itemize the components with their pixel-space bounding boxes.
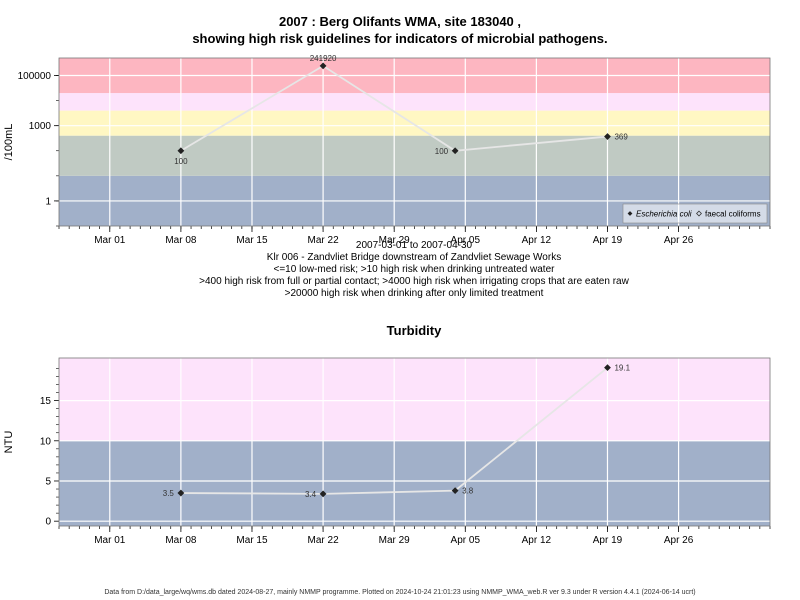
- turbidity-title: Turbidity: [386, 323, 442, 338]
- y-tick-label: 1: [45, 196, 51, 207]
- series-line: [180, 366, 609, 495]
- footer-note: Data from D:/data_large/wq/wms.db dated …: [104, 589, 696, 596]
- subtitle-risk-1: <=10 low-med risk; >10 high risk when dr…: [273, 264, 555, 275]
- x-tick-label: Apr 26: [664, 235, 694, 246]
- chart-title-line-2: showing high risk guidelines for indicat…: [192, 31, 608, 46]
- data-point: [177, 489, 185, 497]
- risk-band-2: [59, 358, 770, 441]
- y-tick-label: 100000: [18, 71, 52, 82]
- x-tick-label: Mar 22: [308, 535, 340, 546]
- x-tick-label: Mar 01: [94, 535, 126, 546]
- y-tick-label: 1000: [29, 121, 52, 132]
- data-point: [451, 147, 459, 155]
- series-line: [180, 64, 608, 152]
- data-label: 369: [614, 133, 628, 142]
- data-label: 3.4: [305, 490, 317, 499]
- x-tick-label: Mar 29: [379, 535, 411, 546]
- x-tick-label: Mar 29: [379, 235, 411, 246]
- data-point: [319, 62, 327, 70]
- legend-label: faecal coliforms: [705, 209, 761, 218]
- plot-frame: [58, 57, 771, 227]
- x-tick-label: Mar 08: [165, 535, 197, 546]
- x-tick-label: Mar 15: [236, 535, 268, 546]
- subtitle-date-range: 2007-03-01 to 2007-04-30: [355, 240, 473, 251]
- risk-band-3: [59, 110, 770, 136]
- data-label: 241920: [310, 54, 337, 63]
- legend-marker-ecoli: [627, 211, 633, 216]
- risk-band-2: [59, 135, 770, 176]
- data-point: [604, 133, 611, 140]
- x-tick-label: Mar 01: [94, 235, 126, 246]
- y-axis-label: /100mL: [3, 124, 15, 161]
- legend-label: Escherichia coli: [636, 209, 692, 218]
- x-tick-label: Apr 19: [593, 535, 623, 546]
- x-tick-label: Apr 05: [451, 535, 481, 546]
- x-tick-label: Apr 05: [451, 235, 481, 246]
- x-tick-label: Apr 12: [522, 235, 552, 246]
- x-tick-label: Mar 15: [236, 235, 268, 246]
- data-point: [177, 147, 185, 155]
- data-point: [319, 490, 327, 498]
- chart-title-line-1: 2007 : Berg Olifants WMA, site 183040 ,: [278, 14, 522, 29]
- x-tick-label: Apr 26: [664, 535, 694, 546]
- data-label: 3.5: [163, 489, 175, 498]
- plot-frame: [58, 357, 771, 527]
- y-tick-label: 10: [40, 436, 52, 447]
- y-tick-label: 0: [45, 517, 51, 528]
- data-point: [451, 487, 459, 495]
- x-tick-label: Apr 19: [593, 235, 623, 246]
- x-tick-label: Mar 22: [308, 235, 340, 246]
- subtitle-risk-3: >20000 high risk when drinking after onl…: [284, 288, 544, 299]
- x-tick-label: Mar 08: [165, 235, 197, 246]
- data-label: 19.1: [614, 364, 630, 373]
- risk-band-1: [59, 440, 770, 526]
- legend-box: [622, 203, 768, 224]
- data-label: 3.8: [462, 487, 474, 496]
- risk-band-4: [59, 93, 770, 111]
- plot-area: [59, 58, 770, 226]
- subtitle-risk-2: >400 high risk from full or partial cont…: [199, 276, 629, 287]
- data-label: 100: [174, 157, 188, 166]
- y-axis-label: NTU: [3, 431, 15, 454]
- legend-marker-faecal: [696, 210, 702, 217]
- data-point: [604, 364, 611, 372]
- data-label: 100: [435, 147, 449, 156]
- x-tick-label: Apr 12: [522, 535, 552, 546]
- plot-area: [59, 358, 770, 526]
- y-tick-label: 5: [45, 476, 51, 487]
- subtitle-site: Klr 006 - Zandvliet Bridge downstream of…: [266, 252, 562, 263]
- y-tick-label: 15: [40, 396, 52, 407]
